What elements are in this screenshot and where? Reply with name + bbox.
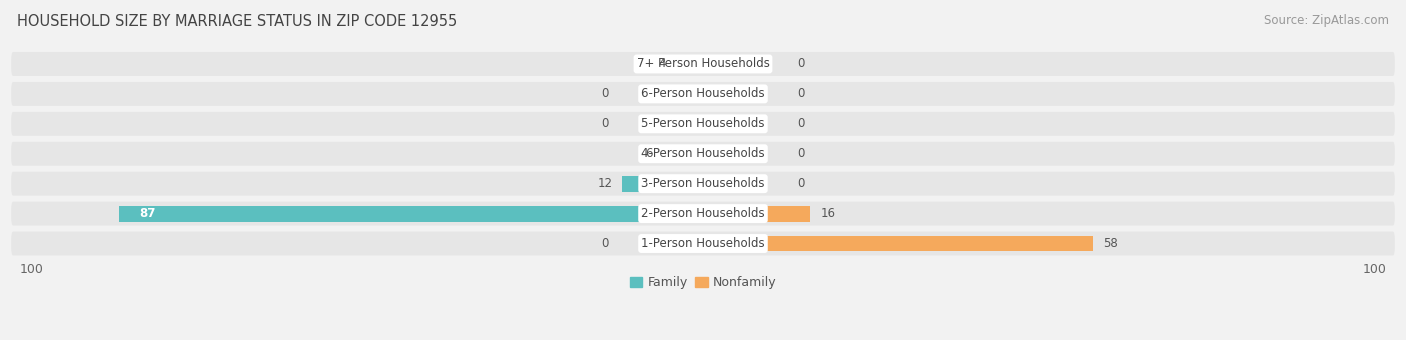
Text: 58: 58 xyxy=(1102,237,1118,250)
Text: 4-Person Households: 4-Person Households xyxy=(641,147,765,160)
Legend: Family, Nonfamily: Family, Nonfamily xyxy=(624,271,782,294)
Bar xyxy=(623,176,703,192)
Text: 5-Person Households: 5-Person Households xyxy=(641,117,765,130)
Bar xyxy=(676,56,703,72)
Text: 6: 6 xyxy=(645,147,652,160)
Text: 0: 0 xyxy=(797,87,804,100)
FancyBboxPatch shape xyxy=(11,82,1395,106)
FancyBboxPatch shape xyxy=(11,202,1395,225)
Text: 1-Person Households: 1-Person Households xyxy=(641,237,765,250)
Text: Source: ZipAtlas.com: Source: ZipAtlas.com xyxy=(1264,14,1389,27)
Text: 0: 0 xyxy=(602,117,609,130)
Text: 0: 0 xyxy=(797,117,804,130)
FancyBboxPatch shape xyxy=(11,112,1395,136)
FancyBboxPatch shape xyxy=(11,232,1395,255)
Bar xyxy=(703,236,1092,252)
Text: 7+ Person Households: 7+ Person Households xyxy=(637,57,769,70)
Text: 87: 87 xyxy=(139,207,155,220)
Text: HOUSEHOLD SIZE BY MARRIAGE STATUS IN ZIP CODE 12955: HOUSEHOLD SIZE BY MARRIAGE STATUS IN ZIP… xyxy=(17,14,457,29)
Text: 0: 0 xyxy=(797,177,804,190)
Bar xyxy=(662,146,703,162)
Text: 4: 4 xyxy=(658,57,666,70)
Text: 0: 0 xyxy=(602,87,609,100)
Text: 2-Person Households: 2-Person Households xyxy=(641,207,765,220)
FancyBboxPatch shape xyxy=(11,52,1395,76)
Text: 6-Person Households: 6-Person Households xyxy=(641,87,765,100)
Text: 0: 0 xyxy=(602,237,609,250)
Bar xyxy=(703,206,810,222)
Bar xyxy=(118,206,703,222)
Text: 16: 16 xyxy=(821,207,835,220)
Text: 3-Person Households: 3-Person Households xyxy=(641,177,765,190)
Text: 0: 0 xyxy=(797,147,804,160)
FancyBboxPatch shape xyxy=(11,142,1395,166)
FancyBboxPatch shape xyxy=(11,172,1395,195)
Text: 0: 0 xyxy=(797,57,804,70)
Text: 12: 12 xyxy=(598,177,613,190)
